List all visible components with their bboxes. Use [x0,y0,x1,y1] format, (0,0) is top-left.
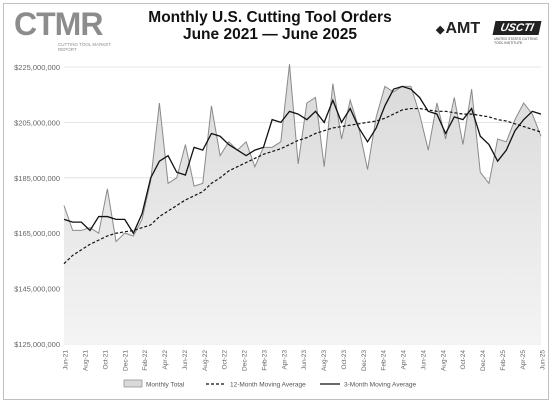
monthly-total-line [63,64,542,243]
x-tick-label: Jun-22 [182,350,189,370]
x-tick-label: Aug-22 [202,350,209,371]
x-tick-label: Dec-23 [361,350,368,371]
y-tick-label: $145,000,000 [14,285,60,294]
x-tick-label: Jun-21 [63,350,70,370]
x-tick-label: Apr-25 [520,350,527,370]
x-tick-label: Oct-22 [222,350,229,370]
amt-triangle-icon: ◆ [436,24,445,36]
x-tick-label: Aug-23 [321,350,328,371]
x-tick-label: Jun-25 [540,350,547,370]
usc-logo-subtext: UNITED STATES CUTTING TOOL INSTITUTE [494,37,538,45]
legend-label-monthly-total: Monthly Total [146,382,185,389]
y-tick-label: $125,000,000 [14,340,60,349]
x-tick-label: Jun-24 [420,350,427,370]
x-tick-label: Aug-21 [83,350,90,371]
x-axis-labels: Jun-21 Aug-21 Oct-21 Dec-21 Feb-22 Apr-22 Jun-… [63,350,547,371]
chart-frame [3,3,549,400]
amt-logo-text: AMT [445,20,481,37]
y-axis-labels: $225,000,000 $205,000,000 $185,000,000 $165… [14,63,60,349]
x-tick-label: Dec-24 [480,350,487,371]
x-tick-label: Apr-24 [401,350,408,370]
chart-title-line2: June 2021 — June 2025 [182,26,358,43]
series-group [63,64,542,344]
x-tick-label: Feb-23 [261,350,268,371]
x-tick-label: Aug-24 [440,350,447,371]
y-tick-label: $165,000,000 [14,229,60,238]
amt-usc-logos: ◆AMT USCTI UNITED STATES CUTTING TOOL IN… [436,20,546,46]
chart-title-line1: Monthly U.S. Cutting Tool Orders [148,9,392,26]
x-tick-label: Feb-24 [381,350,388,371]
x-tick-label: Jun-23 [301,350,308,370]
legend-label-3-month: 3-Month Moving Average [344,382,417,389]
y-tick-label: $225,000,000 [14,63,60,72]
chart-title: Monthly U.S. Cutting Tool Orders June 20… [120,9,420,43]
x-tick-label: Apr-23 [281,350,288,370]
x-tick-label: Dec-21 [122,350,129,371]
3-month-moving-average-line [63,85,542,235]
x-tick-label: Dec-22 [242,350,249,371]
ctmr-logo-text: CTMR [14,6,103,42]
y-tick-label: $205,000,000 [14,118,60,127]
legend-label-12-month: 12-Month Moving Average [230,382,306,389]
x-tick-label: Feb-22 [142,350,149,371]
monthly-total-area [64,64,541,344]
x-tick-label: Apr-22 [162,350,169,370]
12-month-moving-average-line [63,107,542,265]
x-tick-label: Oct-24 [460,350,467,370]
x-tick-label: Oct-23 [341,350,348,370]
legend-swatch-monthly-total [123,379,143,388]
legend: Monthly Total 12-Month Moving Average 3-Mo… [123,379,417,389]
ctmr-logo: CTMR CUTTING TOOL MARKET REPORT [14,8,114,52]
y-tick-label: $185,000,000 [14,174,60,183]
amt-logo: ◆AMT [436,20,480,38]
x-tick-label: Oct-21 [102,350,109,370]
ctmr-logo-subtext: CUTTING TOOL MARKET REPORT [58,42,112,52]
x-tick-label: Feb-25 [500,350,507,371]
